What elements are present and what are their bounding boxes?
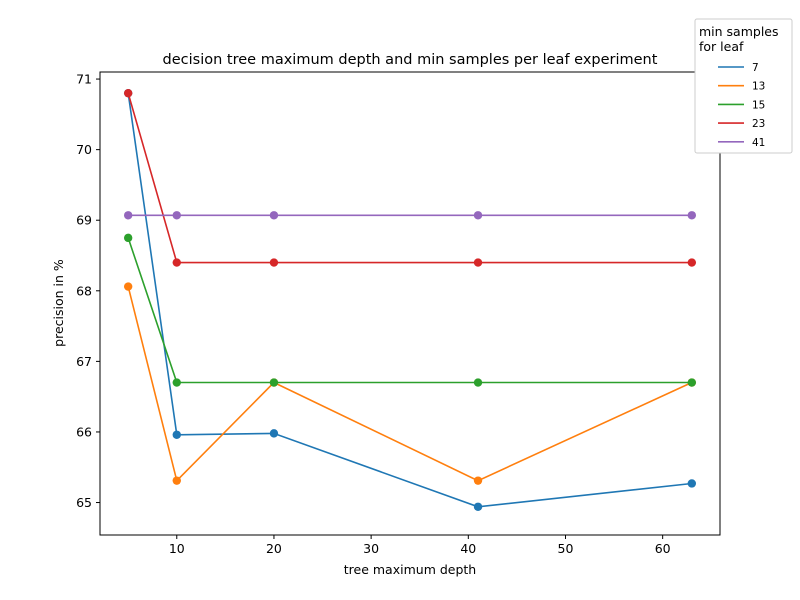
y-tick-label: 65 [76,495,92,510]
x-axis-label: tree maximum depth [344,562,476,577]
legend-label: 13 [752,81,765,93]
y-tick-label: 68 [76,283,92,298]
series-23 [123,88,697,267]
legend-label: 7 [752,62,759,74]
series-41 [123,211,697,220]
legend-entry-41: 41 [718,137,765,149]
legend-entry-15: 15 [718,99,765,111]
x-axis-ticks: 10 20 30 40 50 60 [169,535,671,556]
data-point-23 [123,88,133,98]
series-line-15 [127,237,692,384]
legend-entry-13: 13 [718,81,765,93]
legend-label: 41 [752,137,765,149]
data-point-41 [123,211,133,220]
chart-title: decision tree maximum depth and min samp… [163,52,658,68]
legend-title-line-2: for leaf [699,39,744,54]
data-point-23 [473,258,483,267]
series-layer [123,88,697,511]
data-point-13 [473,476,483,485]
y-tick-label: 66 [76,424,92,439]
series-15 [123,233,697,387]
data-point-41 [172,211,181,220]
data-point-7 [687,479,697,488]
data-point-23 [269,258,279,267]
x-tick-label: 50 [558,541,574,556]
data-point-41 [473,211,483,220]
series-7 [123,88,697,511]
data-point-15 [269,378,279,387]
plot-frame [99,71,721,536]
data-point-7 [172,430,181,439]
series-line-23 [127,92,692,264]
series-13 [123,282,697,485]
plot-area [99,71,721,536]
y-tick-label: 69 [76,213,92,228]
x-tick-label: 10 [169,541,185,556]
legend-entries: 7 13 15 23 41 [718,62,765,149]
legend-label: 23 [752,118,765,130]
data-point-15 [473,378,483,387]
data-point-23 [687,258,697,267]
data-point-7 [269,429,279,438]
y-tick-label: 70 [76,142,92,157]
data-point-15 [123,233,133,243]
legend-entry-7: 7 [718,62,759,74]
data-point-15 [687,378,697,387]
data-point-13 [123,282,133,291]
legend-entry-23: 23 [718,118,765,130]
x-tick-label: 60 [655,541,671,556]
x-tick-label: 40 [460,541,476,556]
y-axis-ticks: 65 66 67 68 69 70 71 [76,72,100,510]
data-point-15 [172,378,181,387]
data-point-23 [172,258,181,267]
data-point-13 [172,476,181,485]
data-point-41 [687,211,697,220]
legend-title-line-1: min samples [699,24,779,39]
series-line-13 [127,286,693,483]
data-point-41 [269,211,279,220]
x-tick-label: 20 [266,541,282,556]
legend-label: 15 [752,99,765,111]
data-point-7 [473,502,483,511]
x-tick-label: 30 [363,541,379,556]
legend: min samples for leaf 7 13 15 23 41 [694,18,793,154]
y-axis-label: precision in % [51,259,66,347]
y-tick-label: 67 [76,354,92,369]
y-tick-label: 71 [76,72,92,87]
